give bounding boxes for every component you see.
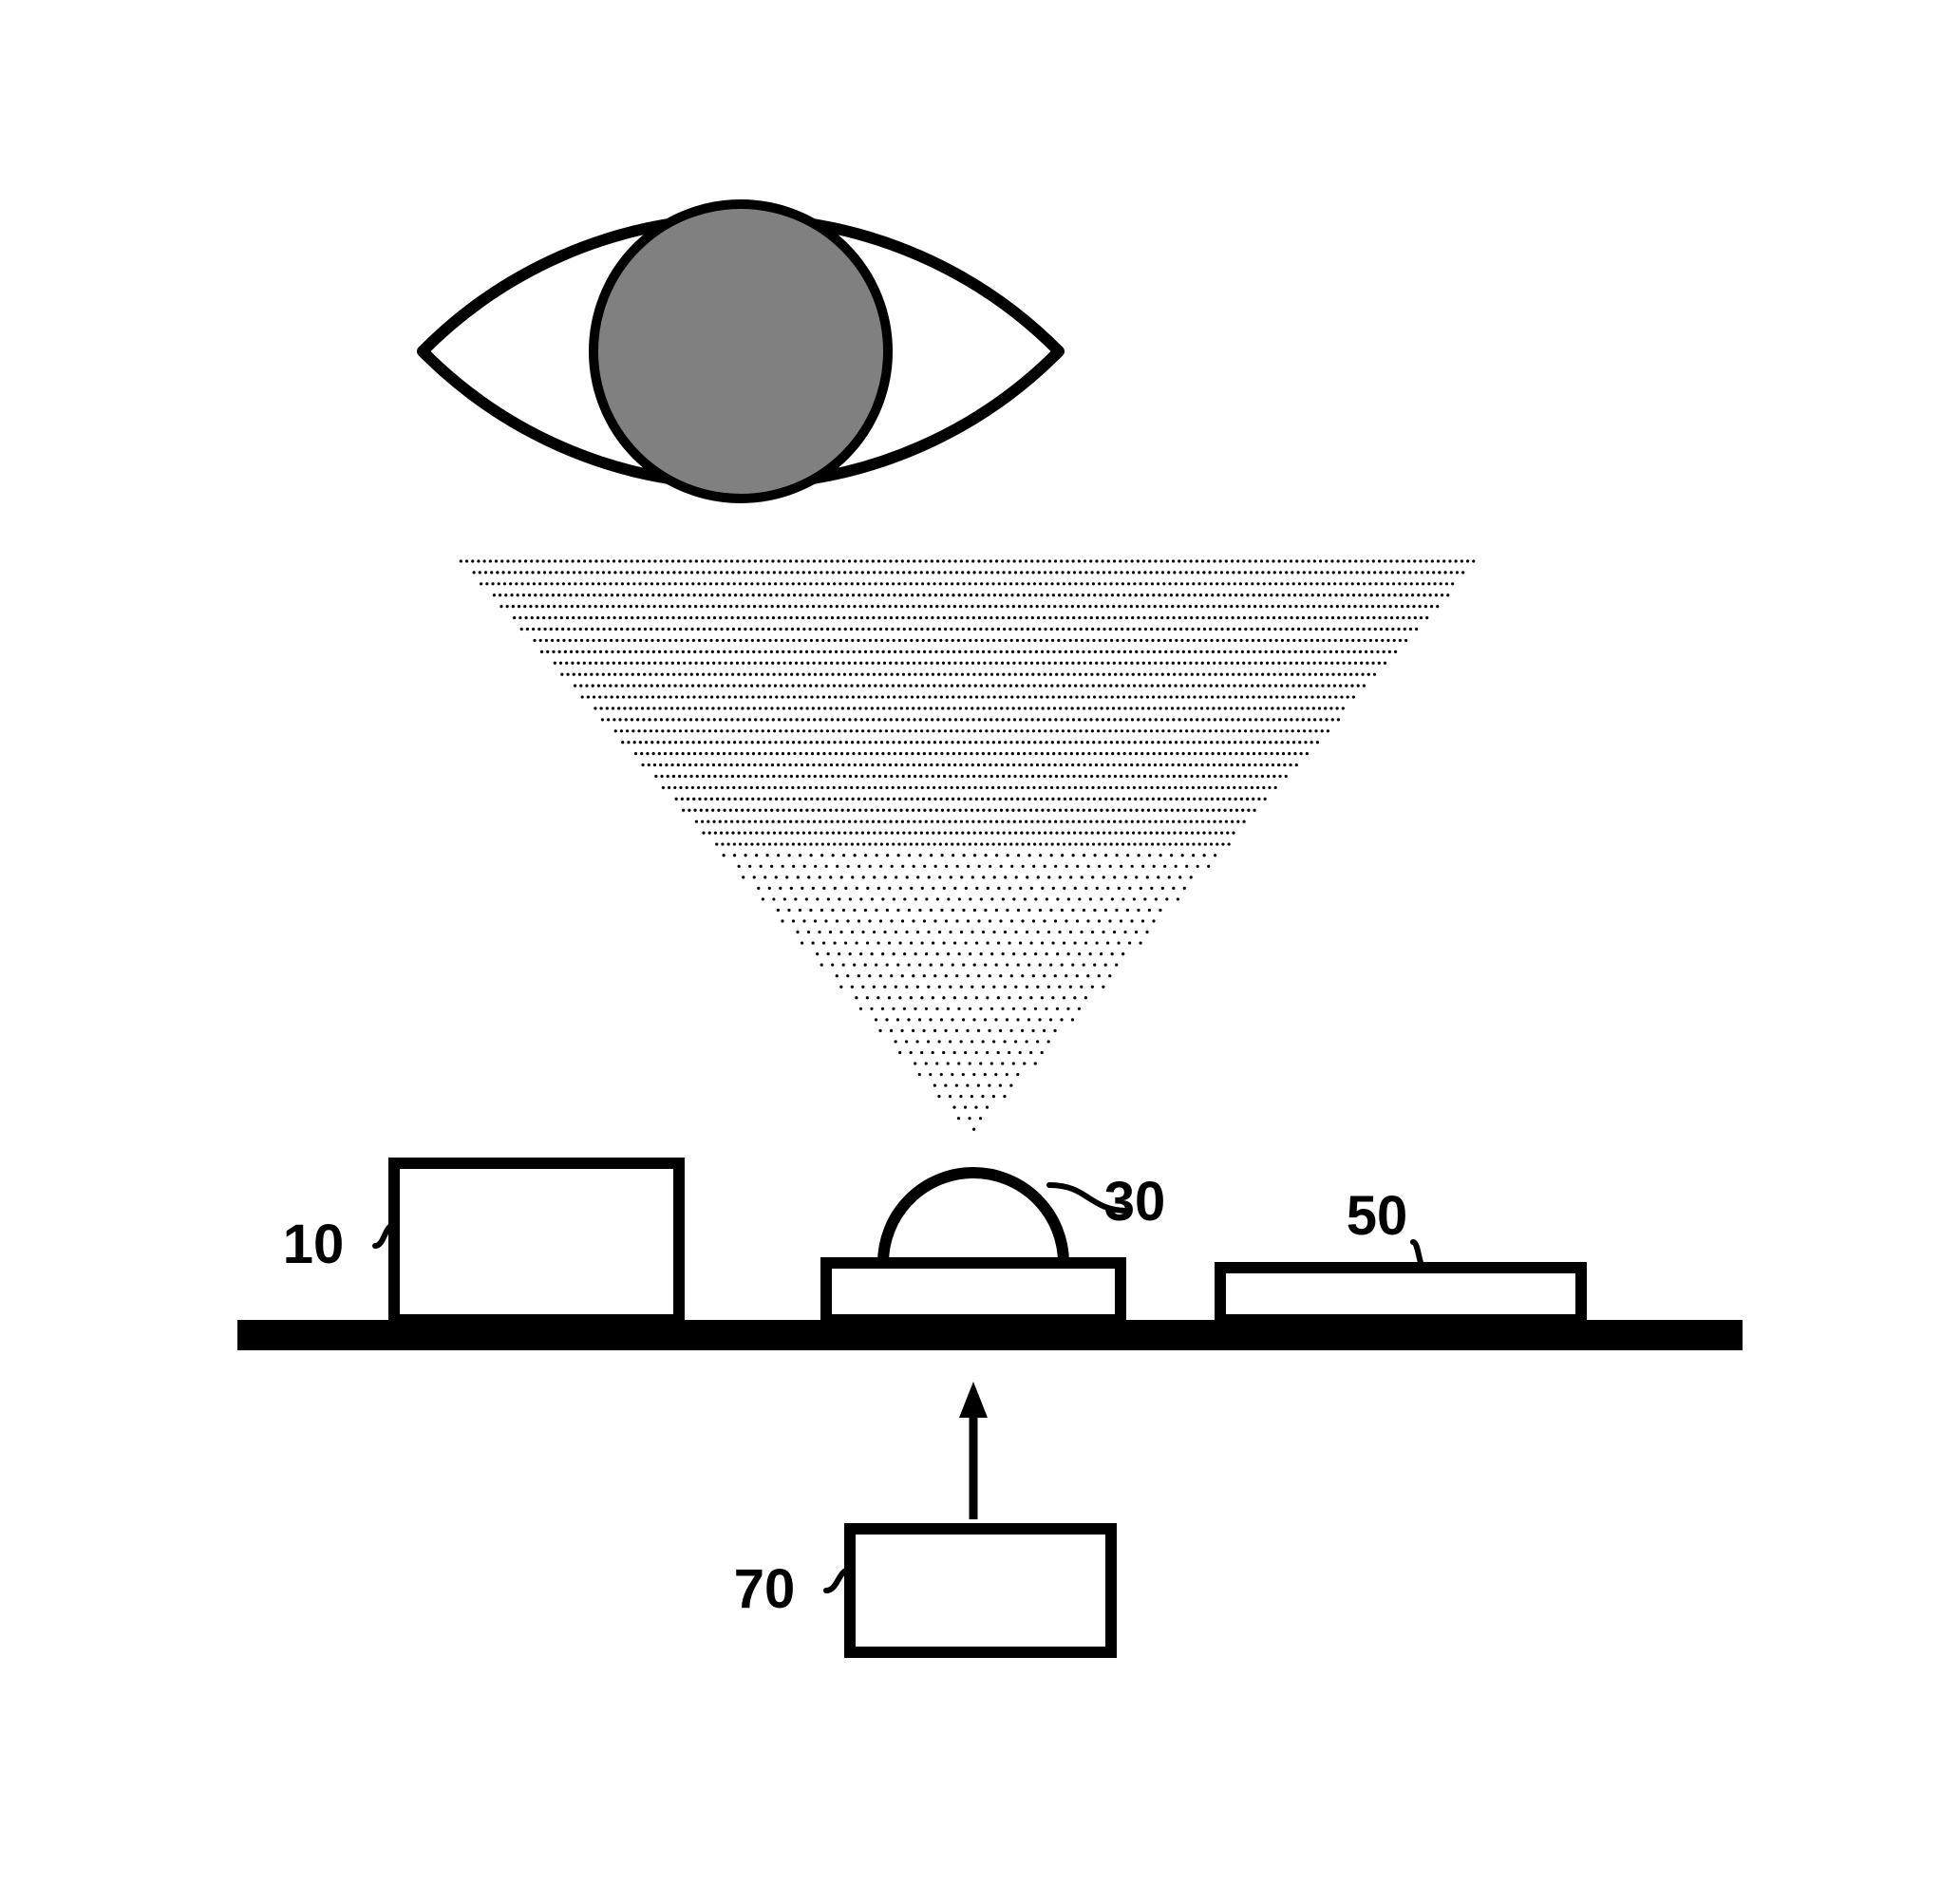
sensor-base bbox=[826, 1263, 1121, 1320]
component-10 bbox=[394, 1163, 679, 1320]
arrow-up bbox=[959, 1382, 988, 1519]
ref-label-30: 30 bbox=[1049, 1171, 1165, 1233]
ref-number-10: 10 bbox=[283, 1214, 345, 1275]
component-50 bbox=[1220, 1268, 1581, 1320]
eye-icon bbox=[423, 204, 1059, 499]
ref-number-50: 50 bbox=[1347, 1185, 1408, 1247]
component-70 bbox=[850, 1529, 1111, 1652]
ref-number-30: 30 bbox=[1104, 1171, 1166, 1233]
field-of-view-cone bbox=[460, 559, 1476, 1130]
base-bar bbox=[237, 1320, 1743, 1350]
sensor-dome bbox=[883, 1173, 1064, 1263]
ref-label-10: 10 bbox=[283, 1214, 394, 1275]
ref-number-70: 70 bbox=[734, 1558, 796, 1620]
ref-label-70: 70 bbox=[734, 1558, 850, 1620]
sensor-assembly bbox=[826, 1173, 1121, 1320]
ref-label-50: 50 bbox=[1347, 1185, 1424, 1268]
